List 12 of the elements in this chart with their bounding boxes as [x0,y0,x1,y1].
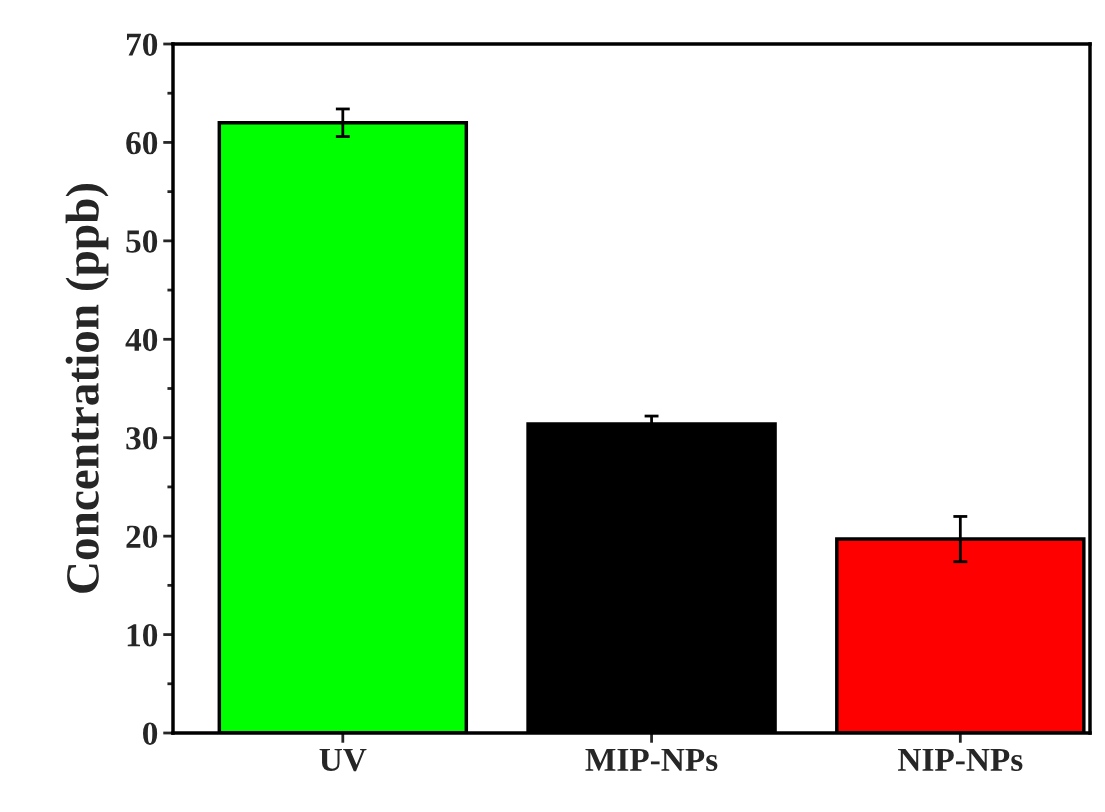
y-axis-title: Concentration (ppb) [65,183,109,593]
y-tick-label: 50 [126,230,158,253]
x-tick-label: NIP-NPs [898,748,1023,772]
x-tick-label: MIP-NPs [585,748,718,772]
y-tick-label: 30 [126,427,158,450]
y-tick-label: 70 [126,33,158,56]
y-tick-label: 0 [143,722,158,745]
x-tick-label: UV [319,748,367,772]
y-tick-label: 20 [126,525,158,549]
y-tick-label: 60 [126,131,158,155]
y-tick-label: 10 [127,623,158,647]
y-tick-label: 40 [125,328,158,352]
